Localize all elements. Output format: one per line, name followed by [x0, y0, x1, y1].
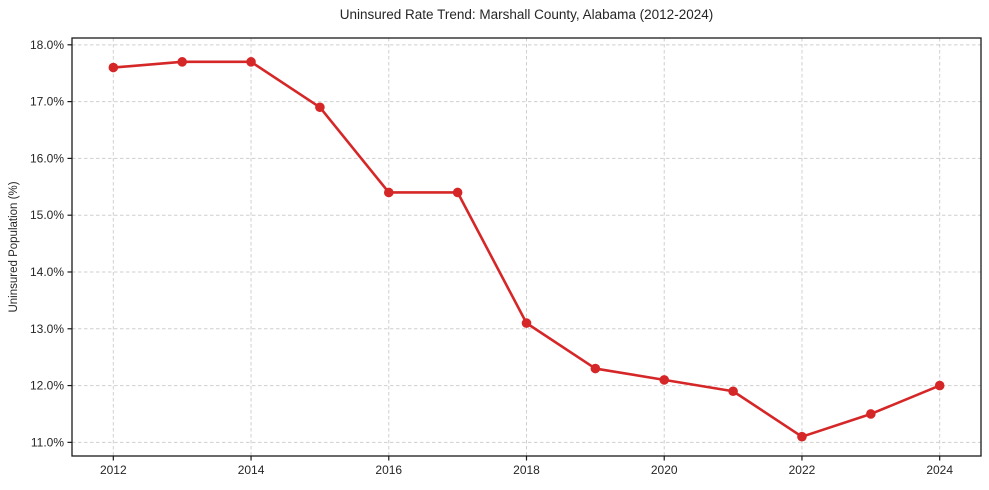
data-point [866, 409, 876, 419]
data-point [728, 386, 738, 397]
y-tick-label: 15.0% [30, 208, 64, 222]
data-point [797, 431, 807, 442]
y-tick-label: 17.0% [30, 95, 64, 109]
y-tick-label: 12.0% [30, 379, 64, 393]
data-point [108, 62, 119, 73]
x-tick-label: 2024 [926, 463, 953, 477]
x-tick-label: 2014 [238, 463, 265, 477]
data-point [315, 102, 325, 113]
y-tick-label: 13.0% [30, 322, 64, 336]
x-tick-label: 2016 [375, 463, 402, 477]
x-tick-label: 2022 [789, 463, 816, 477]
x-tick-label: 2020 [651, 463, 678, 477]
y-tick-label: 14.0% [30, 265, 64, 279]
data-point [521, 318, 532, 328]
gridlines [72, 38, 981, 456]
trend-line-group [108, 57, 945, 442]
x-tick-label: 2018 [513, 463, 540, 477]
y-tick-label: 16.0% [30, 151, 64, 165]
data-point [934, 380, 945, 391]
data-point [590, 363, 601, 374]
data-point [246, 57, 256, 67]
axis-ticks [67, 44, 941, 461]
y-tick-label: 18.0% [30, 38, 64, 52]
x-tick-label: 2012 [100, 463, 127, 477]
y-tick-label: 11.0% [31, 435, 64, 449]
data-point [177, 57, 187, 67]
data-point [452, 187, 463, 198]
data-point [659, 375, 670, 385]
axis-tick-labels: 2012 2014 2016 2018 2020 2022 2024 11.0% 12.0% 13… [30, 38, 953, 477]
chart-title: Uninsured Rate Trend: Marshall County, A… [339, 7, 714, 22]
data-point [383, 187, 394, 198]
